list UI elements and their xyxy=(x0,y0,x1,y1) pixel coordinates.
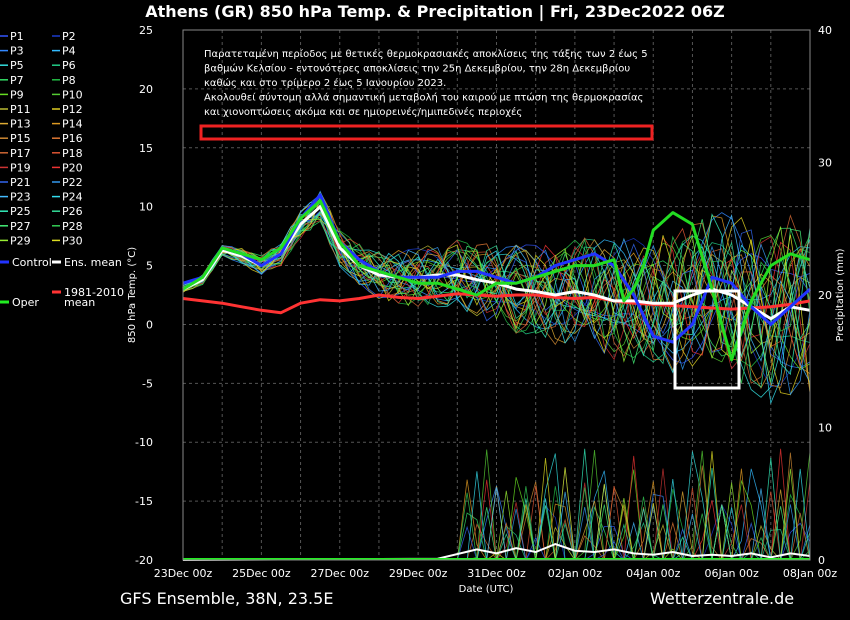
ensemble-member-line xyxy=(182,202,811,384)
y-tick-left: 10 xyxy=(139,201,153,214)
annotation-text: Παρατεταμένη περίοδος με θετικές θερμοκρ… xyxy=(204,48,648,118)
y-tick-left: -5 xyxy=(142,377,153,390)
x-axis-label: Date (UTC) xyxy=(459,584,514,595)
x-axis-ticks: 23Dec 00z 25Dec 00z 27Dec 00z 29Dec 00z 31De… xyxy=(154,567,838,580)
legend: P1 P2 P3 P4 P5 P6 P7 P8 P9 P10 P11 P12 P13 P14 P15 P16 P… xyxy=(0,30,124,309)
x-tick: 29Dec 00z xyxy=(389,567,448,580)
x-tick: 02Jan 00z xyxy=(548,567,602,580)
series-line-control xyxy=(182,193,812,344)
legend-label: P5 xyxy=(10,59,24,72)
legend-label: P17 xyxy=(10,147,31,160)
legend-label: P27 xyxy=(10,220,31,233)
annotation-line: και χιονοπτώσεις ακόμα και σε ημιορεινές… xyxy=(204,106,522,118)
footer-source: Wetterzentrale.de xyxy=(650,589,794,608)
legend-label: P28 xyxy=(62,220,83,233)
legend-label: P23 xyxy=(10,191,31,204)
y-tick-left: -20 xyxy=(135,554,153,567)
legend-label: P14 xyxy=(62,118,83,131)
legend-label: P24 xyxy=(62,191,83,204)
legend-label: P26 xyxy=(62,205,83,218)
legend-label: P8 xyxy=(62,74,76,87)
y-axis-left-ticks: 25 20 15 10 5 0 -5 -10 -15 -20 xyxy=(135,24,153,567)
legend-label: P4 xyxy=(62,45,76,58)
x-tick: 27Dec 00z xyxy=(310,567,369,580)
x-tick: 04Jan 00z xyxy=(626,567,680,580)
legend-label: P10 xyxy=(62,88,83,101)
legend-label: Control xyxy=(12,256,52,269)
legend-label: P2 xyxy=(62,30,76,43)
x-tick: 06Jan 00z xyxy=(705,567,759,580)
legend-label: Ens. mean xyxy=(64,256,122,269)
legend-label: P25 xyxy=(10,205,31,218)
x-tick: 25Dec 00z xyxy=(232,567,291,580)
legend-label: P30 xyxy=(62,234,83,247)
ensemble-member-line xyxy=(182,218,811,363)
legend-label: P13 xyxy=(10,118,31,131)
y-tick-right: 0 xyxy=(818,554,825,567)
y-tick-left: 15 xyxy=(139,142,153,155)
cold-spell-highlight-box xyxy=(673,289,741,390)
annotation-line: Παρατεταμένη περίοδος με θετικές θερμοκρ… xyxy=(204,48,648,60)
y-axis-left-label: 850 hPa Temp. (°C) xyxy=(127,247,138,343)
annotation-line: καθώς και στο τρίμερο 2 έως 5 Ιανουρίου … xyxy=(204,77,446,89)
legend-label: Oper xyxy=(12,296,39,309)
legend-label: P22 xyxy=(62,176,83,189)
legend-label: P12 xyxy=(62,103,83,116)
y-tick-right: 30 xyxy=(818,157,832,170)
chart-title: Athens (GR) 850 hPa Temp. & Precipitatio… xyxy=(145,2,724,22)
x-tick: 31Dec 00z xyxy=(467,567,526,580)
precip-mean-line xyxy=(182,543,811,561)
series-line-1981-2010-mean xyxy=(182,292,811,315)
series-line-oper xyxy=(182,199,811,362)
legend-label: P20 xyxy=(62,161,83,174)
y-tick-right: 40 xyxy=(818,24,832,37)
plot-frame xyxy=(182,29,811,561)
legend-label: P16 xyxy=(62,132,83,145)
y-axis-right-label: Precipitation (mm) xyxy=(835,248,846,341)
y-tick-left: -15 xyxy=(135,495,153,508)
legend-label: P29 xyxy=(10,234,31,247)
legend-label: P15 xyxy=(10,132,31,145)
legend-label: P6 xyxy=(62,59,76,72)
legend-label: P11 xyxy=(10,103,31,116)
y-tick-left: 5 xyxy=(146,260,153,273)
y-tick-right: 20 xyxy=(818,289,832,302)
legend-label: P7 xyxy=(10,74,24,87)
legend-label: 1981-2010 mean xyxy=(64,286,124,309)
y-tick-left: 25 xyxy=(139,24,153,37)
ensemble-member-line xyxy=(182,199,811,393)
y-tick-left: -10 xyxy=(135,436,153,449)
ensemble-member-line xyxy=(182,201,811,384)
temperature-series xyxy=(182,193,812,362)
footer-model-info: GFS Ensemble, 38N, 23.5E xyxy=(120,589,333,608)
legend-label: P21 xyxy=(10,176,31,189)
y-tick-left: 0 xyxy=(146,318,153,331)
x-tick: 08Jan 00z xyxy=(783,567,837,580)
annotation-line: βαθμών Κελσίου - εντονότερες αποκλίσεις … xyxy=(204,63,630,75)
legend-label: P18 xyxy=(62,147,83,160)
x-tick: 23Dec 00z xyxy=(154,567,213,580)
y-axis-right-ticks: 40 30 20 10 0 xyxy=(818,24,832,567)
annotation-highlight-box xyxy=(199,124,654,141)
annotation-line: Ακολουθεί σύντομη αλλά σημαντική μεταβολ… xyxy=(204,92,643,104)
y-tick-left: 20 xyxy=(139,83,153,96)
y-tick-right: 10 xyxy=(818,422,832,435)
legend-label: P9 xyxy=(10,88,24,101)
legend-label: P19 xyxy=(10,161,31,174)
legend-label: P3 xyxy=(10,45,24,58)
legend-label: P1 xyxy=(10,30,24,43)
ensemble-member-line xyxy=(182,211,811,405)
